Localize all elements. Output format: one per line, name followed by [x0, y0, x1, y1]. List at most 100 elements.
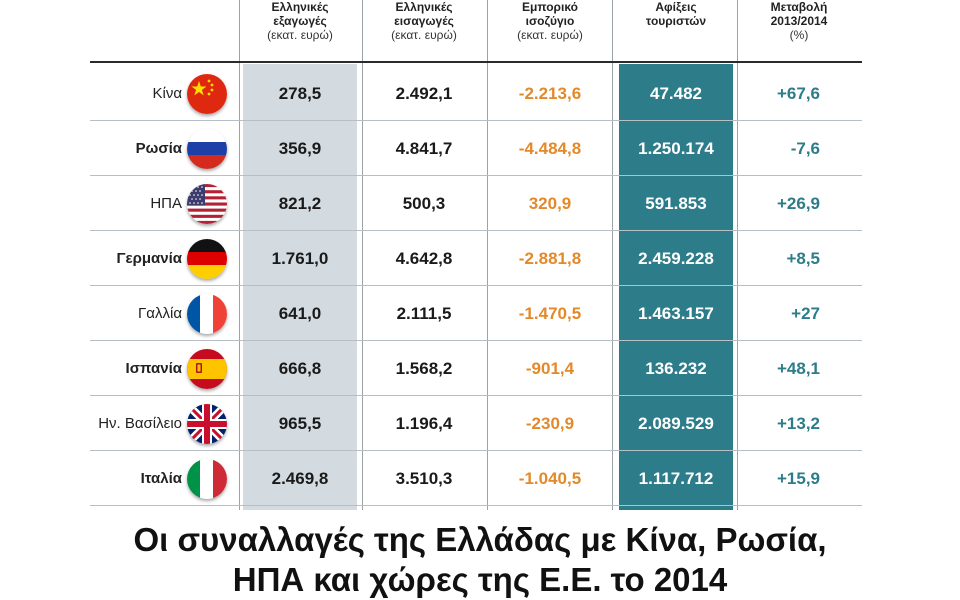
- exports-value: 356,9: [278, 138, 322, 158]
- exports-value: 1.761,0: [271, 248, 329, 268]
- header-exports-line1: Ελληνικές: [271, 0, 329, 14]
- exports-column-background: [243, 64, 357, 510]
- change-value: +13,2: [776, 413, 820, 433]
- header-imports-line2: εισαγωγές: [394, 14, 454, 28]
- trade-table: Ελληνικές εξαγωγές (εκατ. ευρώ) Ελληνικέ…: [90, 0, 862, 510]
- balance-value: -2.213,6: [518, 83, 582, 103]
- row-divider: [90, 175, 862, 176]
- germany-flag-icon: [187, 239, 227, 279]
- uk-flag-icon: [187, 404, 227, 444]
- table-row: Ισπανία 666,8 1.568,2 -901,4 136.232 +48,1: [90, 341, 862, 396]
- header-arrivals-line1: Αφίξεις: [655, 0, 697, 14]
- imports-value: 1.196,4: [395, 413, 453, 433]
- header-arrivals: Αφίξεις τουριστών: [619, 0, 733, 58]
- header-balance-unit: (εκατ. ευρώ): [517, 28, 583, 42]
- france-flag-icon: [187, 294, 227, 334]
- exports-value: 821,2: [278, 193, 322, 213]
- country-label: ΗΠΑ: [150, 195, 182, 212]
- country-label: Ισπανία: [125, 360, 182, 377]
- header-exports-line2: εξαγωγές: [273, 14, 327, 28]
- header-imports-line1: Ελληνικές: [395, 0, 453, 14]
- header-exports-unit: (εκατ. ευρώ): [267, 28, 333, 42]
- balance-value: 320,9: [528, 193, 572, 213]
- row-divider: [90, 120, 862, 121]
- exports-value: 666,8: [278, 358, 322, 378]
- change-value: +8,5: [786, 248, 820, 268]
- country-label: Ρωσία: [135, 140, 182, 157]
- exports-value: 641,0: [278, 303, 322, 323]
- imports-value: 1.568,2: [395, 358, 453, 378]
- table-row: Γαλλία 641,0 2.111,5 -1.470,5 1.463.157 +27: [90, 286, 862, 341]
- balance-value: -2.881,8: [518, 248, 582, 268]
- arrivals-value: 47.482: [650, 83, 702, 103]
- header-change-unit: (%): [789, 28, 809, 42]
- change-value: +27: [791, 303, 820, 323]
- row-divider: [90, 285, 862, 286]
- country-label: Γαλλία: [138, 305, 182, 322]
- header-arrivals-line2: τουριστών: [645, 14, 707, 28]
- change-value: +26,9: [776, 193, 820, 213]
- column-divider: [737, 0, 738, 510]
- imports-value: 4.642,8: [395, 248, 453, 268]
- exports-value: 965,5: [278, 413, 322, 433]
- row-divider: [90, 505, 862, 506]
- arrivals-column-background: [619, 64, 733, 510]
- arrivals-value: 136.232: [645, 358, 707, 378]
- chart-title: Οι συναλλαγές της Ελλάδας με Κίνα, Ρωσία…: [0, 520, 960, 600]
- table-row: Ρωσία 356,9 4.841,7 -4.484,8 1.250.174 -7,6: [90, 121, 862, 176]
- column-divider: [612, 0, 613, 510]
- header-balance-line2: ισοζύγιο: [525, 14, 575, 28]
- imports-value: 4.841,7: [395, 138, 453, 158]
- russia-flag-icon: [187, 129, 227, 169]
- column-divider: [487, 0, 488, 510]
- header-change-line1: Μεταβολή: [770, 0, 828, 14]
- balance-value: -1.040,5: [518, 468, 582, 488]
- balance-value: -230,9: [525, 413, 575, 433]
- balance-value: -1.470,5: [518, 303, 582, 323]
- italy-flag-icon: [187, 459, 227, 499]
- header-rule: [90, 61, 862, 63]
- country-label: Κίνα: [152, 85, 182, 102]
- country-label: Ην. Βασίλειο: [98, 415, 182, 432]
- arrivals-value: 1.117.712: [638, 468, 714, 488]
- header-exports: Ελληνικές εξαγωγές (εκατ. ευρώ): [243, 0, 357, 58]
- table-row: ΗΠΑ 821,2 500,3 320,9 591.853 +26,9: [90, 176, 862, 231]
- change-value: +67,6: [776, 83, 820, 103]
- header-balance: Εμπορικό ισοζύγιο (εκατ. ευρώ): [493, 0, 607, 58]
- row-divider: [90, 340, 862, 341]
- header-balance-line1: Εμπορικό: [522, 0, 578, 14]
- arrivals-value: 1.463.157: [638, 303, 714, 323]
- chart-title-line2: ΗΠΑ και χώρες της Ε.Ε. το 2014: [232, 561, 728, 598]
- header-change: Μεταβολή 2013/2014 (%): [742, 0, 856, 58]
- imports-value: 2.492,1: [395, 83, 453, 103]
- usa-flag-icon: [187, 184, 227, 224]
- arrivals-value: 2.089.529: [638, 413, 714, 433]
- balance-value: -4.484,8: [518, 138, 582, 158]
- imports-value: 500,3: [402, 193, 446, 213]
- table-row: Γερμανία 1.761,0 4.642,8 -2.881,8 2.459.228 +…: [90, 231, 862, 286]
- change-value: -7,6: [790, 138, 820, 158]
- header-imports-unit: (εκατ. ευρώ): [391, 28, 457, 42]
- header-imports: Ελληνικές εισαγωγές (εκατ. ευρώ): [367, 0, 481, 58]
- country-label: Ιταλία: [140, 470, 182, 487]
- column-divider: [362, 0, 363, 510]
- change-value: +15,9: [776, 468, 820, 488]
- table-row: Κίνα 278,5 2.492,1 -2.213,6 47.482 +67,6: [90, 66, 862, 121]
- table-row: Ην. Βασίλειο 965,5 1.196,4 -230,9 2.089.529 +…: [90, 396, 862, 451]
- arrivals-value: 591.853: [645, 193, 707, 213]
- imports-value: 3.510,3: [395, 468, 453, 488]
- header-change-line2: 2013/2014: [770, 14, 828, 28]
- change-value: +48,1: [776, 358, 820, 378]
- table-row: Ιταλία 2.469,8 3.510,3 -1.040,5 1.117.712 +15…: [90, 451, 862, 506]
- arrivals-value: 1.250.174: [638, 138, 714, 158]
- column-divider: [239, 0, 240, 510]
- chart-title-line1: Οι συναλλαγές της Ελλάδας με Κίνα, Ρωσία…: [133, 521, 827, 558]
- exports-value: 2.469,8: [271, 468, 329, 488]
- imports-value: 2.111,5: [396, 303, 452, 323]
- china-flag-icon: [187, 74, 227, 114]
- arrivals-value: 2.459.228: [638, 248, 714, 268]
- country-label: Γερμανία: [116, 250, 182, 267]
- row-divider: [90, 230, 862, 231]
- exports-value: 278,5: [278, 83, 322, 103]
- row-divider: [90, 450, 862, 451]
